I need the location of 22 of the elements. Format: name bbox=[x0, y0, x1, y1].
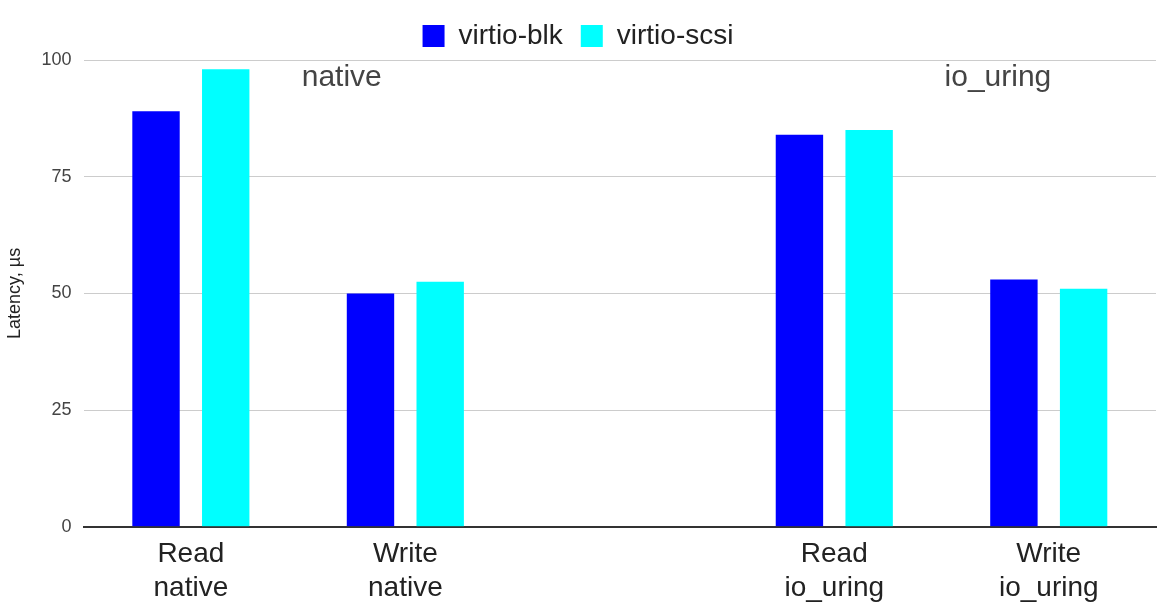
bar bbox=[202, 69, 250, 527]
legend-label: virtio-scsi bbox=[616, 18, 734, 50]
bar bbox=[346, 293, 395, 527]
x-tick-label: Write io_uring bbox=[998, 537, 1099, 602]
annotation: native bbox=[301, 59, 382, 93]
x-tick-label: Read io_uring bbox=[784, 537, 885, 602]
y-tick-label: 25 bbox=[51, 399, 72, 420]
bar bbox=[990, 279, 1038, 527]
bar bbox=[775, 134, 824, 527]
bar bbox=[416, 281, 464, 527]
y-tick-label: 75 bbox=[51, 165, 72, 186]
y-tick-label: 50 bbox=[51, 282, 72, 303]
bar bbox=[1059, 288, 1108, 527]
y-tick-label: 0 bbox=[61, 515, 72, 536]
legend-label: virtio-blk bbox=[458, 18, 564, 50]
x-tick-label: Write native bbox=[367, 537, 443, 602]
y-axis-title: Latency, µs bbox=[3, 247, 24, 339]
bar bbox=[132, 111, 180, 527]
annotation: io_uring bbox=[944, 59, 1052, 93]
x-tick-label: Read native bbox=[153, 537, 229, 602]
bar bbox=[845, 130, 893, 527]
y-tick-label: 100 bbox=[41, 48, 72, 69]
